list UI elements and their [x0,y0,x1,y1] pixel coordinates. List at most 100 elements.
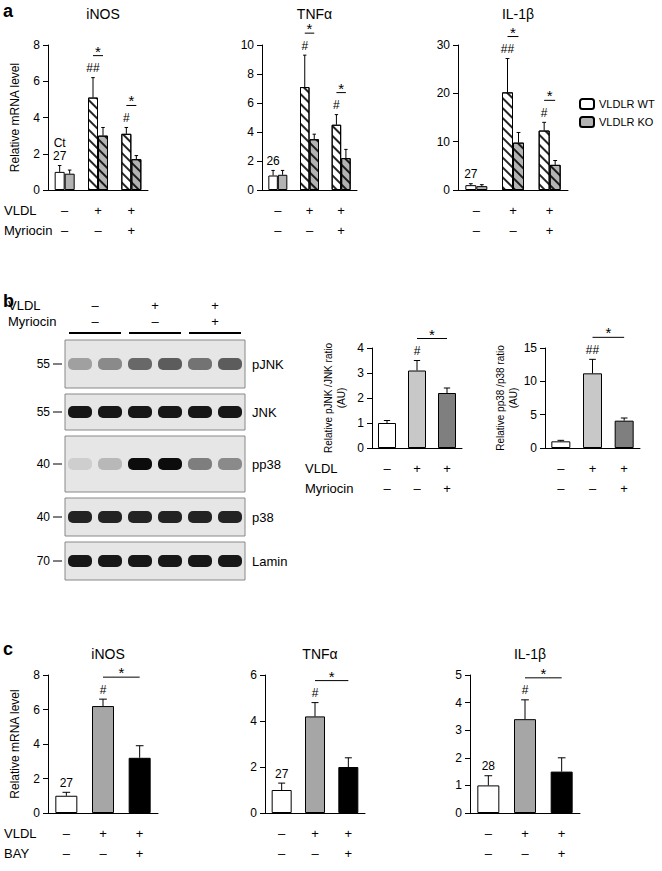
svg-text:–: – [521,846,529,861]
svg-text:–: – [485,846,493,861]
svg-text:c: c [3,639,13,659]
svg-text:#: # [123,111,130,125]
svg-text:TNFα: TNFα [297,6,332,22]
svg-text:+: + [509,203,517,218]
svg-text:+: + [337,223,345,238]
svg-text:6: 6 [33,74,40,88]
svg-text:Relative mRNA level: Relative mRNA level [8,689,22,798]
svg-text:#: # [414,344,421,358]
svg-text:+: + [94,203,102,218]
svg-text:(AU): (AU) [336,388,347,409]
svg-text:–: – [91,314,99,329]
svg-text:Myriocin: Myriocin [4,223,52,238]
svg-text:–: – [306,223,314,238]
svg-text:5: 5 [530,408,537,422]
svg-text:+: + [136,826,144,841]
svg-text:BAY: BAY [4,846,29,861]
svg-text:–: – [278,846,286,861]
svg-text:20: 20 [437,86,451,100]
svg-text:1: 1 [357,416,364,430]
svg-text:70: 70 [37,554,51,568]
svg-text:–: – [473,203,481,218]
svg-text:*: * [540,665,546,682]
svg-text:#: # [100,683,107,697]
svg-text:6: 6 [250,668,257,682]
svg-text:0: 0 [250,806,257,820]
svg-text:*: * [329,668,335,685]
svg-text:pJNK: pJNK [252,357,284,372]
svg-text:*: * [128,92,134,109]
svg-text:27: 27 [60,776,74,790]
svg-text:–: – [557,461,565,476]
svg-text:0: 0 [247,183,254,197]
svg-text:VLDLR KO: VLDLR KO [599,116,654,128]
svg-text:+: + [620,461,628,476]
svg-text:8: 8 [33,38,40,52]
svg-text:2: 2 [247,154,254,168]
svg-text:3: 3 [455,723,462,737]
svg-text:VLDL: VLDL [305,461,338,476]
svg-text:8: 8 [247,67,254,81]
svg-text:+: + [521,826,529,841]
svg-text:*: * [95,43,101,60]
svg-text:–: – [274,223,282,238]
svg-text:+: + [413,461,421,476]
svg-text:5: 5 [455,668,462,682]
svg-text:0: 0 [455,806,462,820]
svg-text:–: – [91,298,99,313]
svg-text:+: + [345,826,353,841]
svg-text:2: 2 [250,760,257,774]
svg-text:Relative pp38 /p38 ratio: Relative pp38 /p38 ratio [495,345,506,451]
svg-text:+: + [558,826,566,841]
svg-text:*: * [510,24,516,41]
svg-text:+: + [211,314,219,329]
svg-text:Myriocin: Myriocin [8,314,56,329]
svg-text:*: * [338,80,344,97]
svg-text:VLDLR WT: VLDLR WT [599,98,655,110]
svg-text:Lamin: Lamin [252,554,287,569]
svg-text:–: – [63,826,71,841]
svg-text:VLDL: VLDL [4,826,37,841]
svg-text:2: 2 [33,772,40,786]
svg-text:Ct: Ct [54,136,67,150]
svg-text:–: – [509,223,517,238]
svg-text:4: 4 [247,125,254,139]
svg-text:4: 4 [33,737,40,751]
svg-text:30: 30 [437,38,451,52]
svg-text:4: 4 [250,714,257,728]
svg-text:–: – [99,846,107,861]
svg-text:+: + [311,826,319,841]
svg-text:–: – [63,846,71,861]
svg-text:10: 10 [524,374,538,388]
svg-text:–: – [473,223,481,238]
svg-text:10: 10 [241,38,255,52]
svg-text:*: * [307,20,313,37]
svg-text:VLDL: VLDL [8,298,41,313]
svg-text:#: # [301,39,308,53]
svg-text:TNFα: TNFα [302,646,337,662]
svg-text:55: 55 [37,357,51,371]
svg-text:15: 15 [524,341,538,355]
svg-text:#: # [522,683,529,697]
svg-text:a: a [3,1,14,21]
svg-text:p38: p38 [252,510,274,525]
svg-text:*: * [605,324,611,341]
svg-text:+: + [306,203,314,218]
svg-text:6: 6 [247,96,254,110]
svg-text:+: + [128,223,136,238]
svg-text:iNOS: iNOS [91,646,124,662]
svg-text:VLDL: VLDL [4,203,37,218]
svg-text:+: + [337,203,345,218]
svg-text:+: + [128,203,136,218]
svg-text:##: ## [86,61,100,75]
svg-text:–: – [557,481,565,496]
svg-text:40: 40 [37,510,51,524]
svg-text:27: 27 [53,149,67,163]
svg-text:+: + [151,298,159,313]
svg-text:0: 0 [443,183,450,197]
svg-text:40: 40 [37,457,51,471]
svg-text:0: 0 [530,441,537,455]
svg-text:6: 6 [33,703,40,717]
svg-text:26: 26 [266,154,280,168]
svg-text:+: + [345,846,353,861]
